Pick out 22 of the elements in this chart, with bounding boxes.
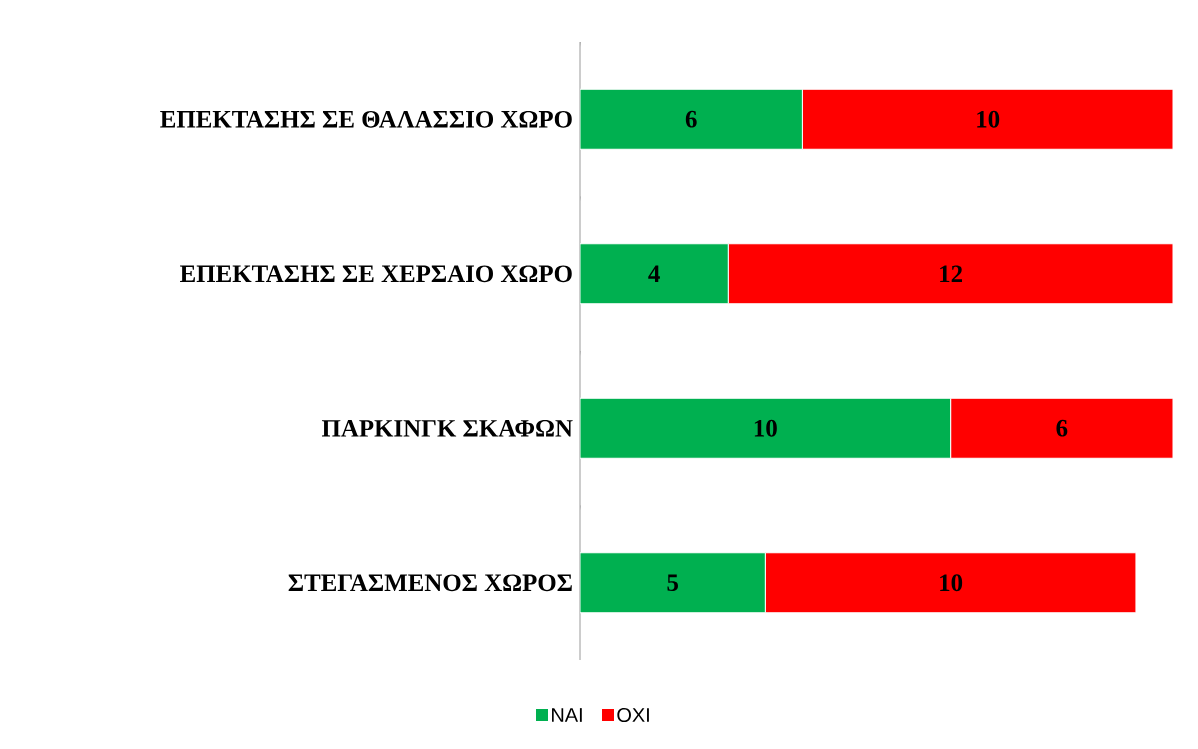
- y-tick-label: ΕΠΕΚΤΑΣΗΣ ΣΕ ΧΕΡΣΑΙΟ ΧΩΡΟ: [180, 265, 572, 283]
- bar: [580, 88, 803, 150]
- legend-label: ΝΑΙ: [552, 708, 582, 722]
- bar: [764, 552, 1137, 614]
- data-label: 10: [940, 574, 963, 592]
- data-label: 6: [685, 110, 697, 128]
- bar: [580, 243, 729, 305]
- data-label: 10: [754, 419, 777, 437]
- bar: [727, 243, 1174, 305]
- bar: [580, 552, 766, 614]
- data-label: 6: [1056, 419, 1068, 437]
- data-label: 5: [667, 574, 678, 592]
- data-label: 12: [940, 265, 963, 282]
- data-label: 10: [977, 110, 1000, 128]
- y-tick-label: ΕΠΕΚΤΑΣΗΣ ΣΕ ΘΑΛΑΣΣΙΟ ΧΩΡΟ: [160, 110, 572, 128]
- data-label: 4: [648, 265, 660, 282]
- legend-label: ΟΧΙ: [617, 707, 649, 723]
- y-tick-label: ΠΑΡΚΙΝΓΚ ΣΚΑΦΩΝ: [321, 420, 573, 437]
- bar: [950, 397, 1174, 459]
- y-tick-label: ΣΤΕΓΑΣΜΕΝΟΣ ΧΩΡΟΣ: [288, 574, 572, 592]
- bar: [801, 88, 1174, 150]
- bar: [580, 397, 952, 459]
